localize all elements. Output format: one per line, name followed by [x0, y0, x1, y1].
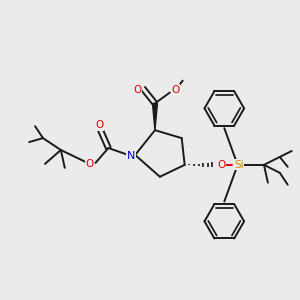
Text: O: O: [218, 160, 226, 170]
Text: N: N: [127, 151, 135, 161]
Text: Si: Si: [234, 160, 244, 170]
Polygon shape: [152, 103, 158, 130]
Text: O: O: [95, 120, 104, 130]
Text: O: O: [85, 159, 94, 169]
Text: O: O: [172, 85, 180, 94]
Text: O: O: [133, 85, 141, 94]
